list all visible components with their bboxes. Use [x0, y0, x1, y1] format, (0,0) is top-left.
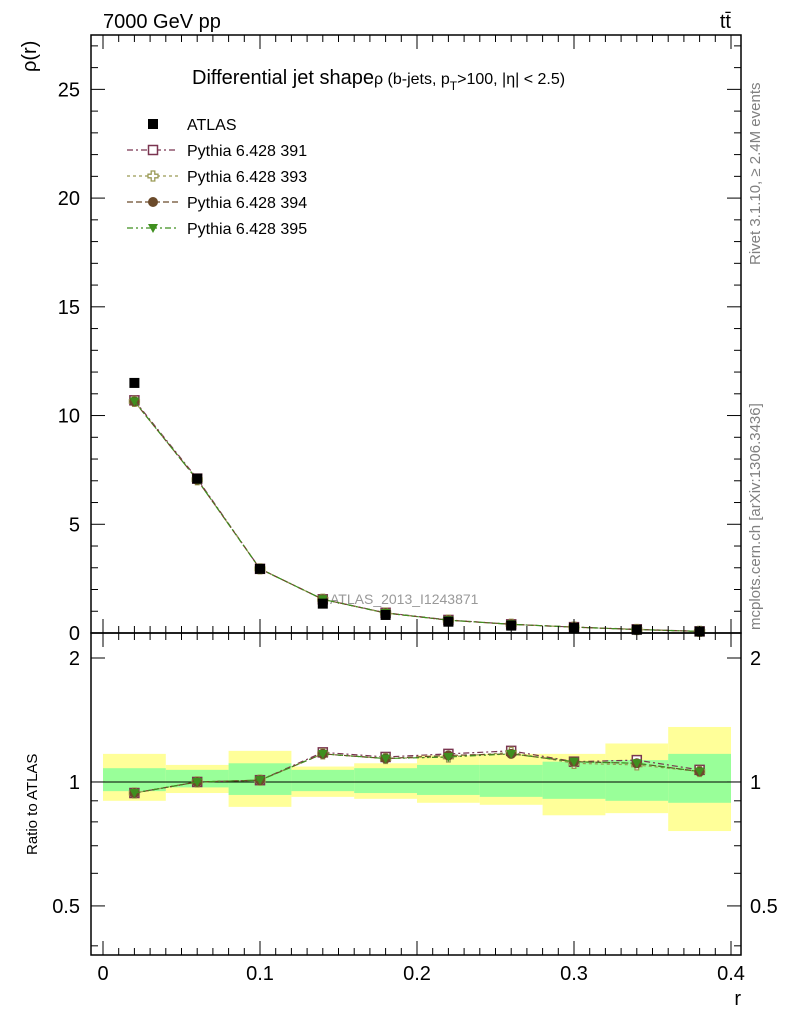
x-tick-label: 0.4: [717, 963, 745, 985]
process-label: tt̄: [720, 11, 732, 33]
y-tick-label: 5: [69, 514, 80, 536]
ratio-band-inner: [103, 768, 166, 792]
series-line: [133, 401, 700, 632]
ratio-band-inner: [668, 753, 731, 803]
legend-marker: [148, 224, 158, 233]
ratio-y-tick-label-right: 0.5: [750, 896, 778, 918]
ratio-y-tick-label-right: 2: [750, 648, 761, 670]
axes-layer: 0 0.1 0.2 0.3 0.4 0 5 10 15 20 25 0.5 0.5 1 1 2 2: [52, 34, 778, 985]
ratio-point: [192, 777, 203, 787]
y-tick-label: 10: [58, 406, 80, 428]
legend-label: ATLAS: [187, 117, 237, 134]
legend-marker: [148, 197, 158, 207]
ratio-line: [134, 753, 700, 794]
ratio-point: [506, 749, 517, 759]
x-tick-label: 0.1: [246, 963, 274, 985]
ratio-point: [255, 776, 265, 786]
ratio-band-inner: [354, 768, 417, 794]
legend-label: Pythia 6.428 391: [187, 143, 307, 160]
ratio-point: [569, 757, 579, 767]
data-point: [255, 563, 265, 574]
legend-label: Pythia 6.428 395: [187, 221, 307, 238]
legend-marker: [147, 170, 159, 182]
legend-marker: [147, 144, 159, 156]
data-point: [129, 377, 140, 388]
x-tick-label: 0.2: [403, 963, 431, 985]
energy-label: 7000 GeV pp: [103, 11, 221, 33]
ratio-point: [317, 749, 328, 759]
y-tick-label: 25: [58, 79, 80, 101]
data-point: [380, 609, 391, 620]
ratio-plot-frame: [90, 632, 742, 956]
legend: ATLAS Pythia 6.428 391 Pythia 6.428 393 Pyt…: [127, 117, 307, 238]
ratio-y-tick-label: 0.5: [52, 896, 80, 918]
x-tick-label: 0.3: [560, 963, 588, 985]
ratio-uncertainty-bands: [91, 726, 741, 832]
rivet-version-label: Rivet 3.1.10, ≥ 2.4M events: [747, 83, 764, 266]
analysis-watermark: ATLAS_2013_I1243871: [330, 591, 479, 607]
x-axis-title: r: [734, 988, 741, 1010]
y-tick-label: 0: [69, 623, 80, 645]
data-point: [443, 616, 454, 627]
ratio-point: [443, 752, 454, 762]
ratio-y-tick-label: 1: [69, 772, 80, 794]
y-tick-label: 20: [58, 188, 80, 210]
ratio-band-inner: [479, 764, 543, 797]
y-tick-label: 15: [58, 297, 80, 319]
series-point: [129, 397, 140, 407]
y-axis-title: ρ(r): [19, 41, 41, 72]
x-tick-label: 0: [97, 963, 108, 985]
ratio-y-axis-title: Ratio to ATLAS: [24, 754, 41, 855]
legend-label: Pythia 6.428 393: [187, 169, 307, 186]
ratio-point: [694, 767, 705, 777]
series-layer: [128, 377, 706, 799]
ratio-point: [631, 759, 642, 769]
ratio-point: [129, 789, 140, 799]
ratio-band-inner: [417, 764, 480, 795]
legend-marker-atlas: [148, 119, 158, 129]
mcplots-label: mcplots.cern.ch [arXiv:1306.3436]: [747, 403, 764, 630]
data-point: [192, 473, 203, 484]
plot-title: Differential jet shapeρ (b-jets, pT>100,…: [192, 67, 565, 93]
ratio-point: [380, 754, 391, 764]
ratio-y-tick-label: 2: [69, 648, 80, 670]
ratio-y-tick-label-right: 1: [750, 772, 761, 794]
data-point: [506, 620, 517, 631]
data-point: [317, 598, 328, 609]
legend-label: Pythia 6.428 394: [187, 195, 307, 212]
ratio-band-inner: [291, 769, 355, 792]
ratio-line: [134, 750, 700, 794]
